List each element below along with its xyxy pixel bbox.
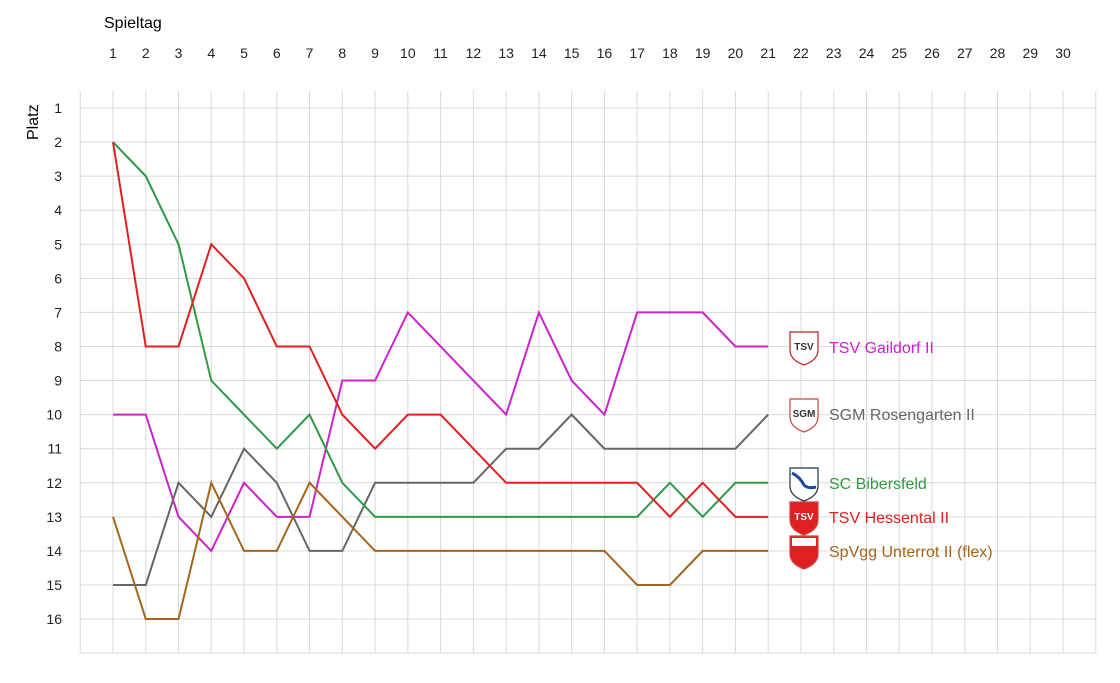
series-label-text: TSV Hessental II	[829, 510, 949, 527]
x-tick-label: 4	[207, 45, 215, 61]
x-tick-labels: 1 2 3 4 5 6 7 8 9 10 11 12 13 14 15 16 17 18 19 20 21 22 23 24 2…	[109, 45, 1071, 61]
series-label-text: SpVgg Unterrot II (flex)	[829, 544, 993, 561]
svg-text:TSV: TSV	[794, 512, 814, 523]
x-tick-label: 30	[1055, 45, 1071, 61]
y-tick-label: 9	[54, 373, 62, 389]
x-tick-label: 7	[306, 45, 314, 61]
y-tick-label: 4	[54, 202, 62, 218]
x-tick-label: 15	[564, 45, 580, 61]
x-tick-label: 25	[891, 45, 907, 61]
series-label: SpVgg Unterrot II (flex)	[789, 535, 993, 570]
y-tick-label: 13	[46, 509, 62, 525]
x-tick-label: 14	[531, 45, 547, 61]
series-line	[113, 309, 769, 553]
x-tick-label: 27	[957, 45, 973, 61]
series-label: SGM SGM Rosengarten II	[789, 398, 975, 433]
y-tick-label: 8	[54, 338, 62, 354]
x-tick-label: 20	[728, 45, 744, 61]
x-tick-label: 21	[760, 45, 776, 61]
x-tick-label: 13	[498, 45, 514, 61]
club-crest-icon	[789, 467, 819, 502]
x-tick-label: 1	[109, 45, 117, 61]
club-crest-icon	[789, 535, 819, 570]
x-tick-label: 12	[466, 45, 482, 61]
series-label-text: SGM Rosengarten II	[829, 407, 975, 424]
grid	[79, 90, 1097, 654]
x-tick-label: 10	[400, 45, 416, 61]
y-tick-label: 14	[46, 543, 62, 559]
y-tick-label: 7	[54, 304, 62, 320]
x-tick-label: 28	[990, 45, 1006, 61]
series-label-text: TSV Gaildorf II	[829, 340, 934, 357]
y-tick-label: 11	[47, 441, 62, 457]
x-axis-title: Spieltag	[104, 15, 162, 32]
x-tick-label: 19	[695, 45, 711, 61]
x-tick-label: 22	[793, 45, 809, 61]
series-label: TSV TSV Hessental II	[789, 501, 949, 536]
series-label: TSV TSV Gaildorf II	[789, 331, 934, 366]
x-tick-label: 3	[175, 45, 183, 61]
y-tick-label: 10	[46, 407, 62, 423]
club-crest-icon: TSV	[789, 331, 819, 366]
x-tick-label: 26	[924, 45, 940, 61]
x-tick-label: 23	[826, 45, 842, 61]
series-line	[113, 413, 769, 586]
y-axis-title: Platz	[25, 104, 42, 140]
y-tick-label: 15	[46, 577, 62, 593]
series-lines	[112, 141, 769, 621]
svg-text:SGM: SGM	[793, 409, 816, 420]
y-tick-label: 16	[46, 611, 62, 627]
x-tick-label: 11	[433, 45, 448, 61]
x-tick-label: 29	[1022, 45, 1038, 61]
series-line	[112, 141, 769, 519]
x-tick-label: 17	[629, 45, 645, 61]
club-crest-icon: TSV	[789, 501, 819, 536]
series-line	[112, 479, 769, 621]
y-tick-label: 5	[54, 236, 62, 252]
x-tick-label: 6	[273, 45, 281, 61]
series-label-text: SC Bibersfeld	[829, 476, 927, 493]
x-tick-label: 24	[859, 45, 875, 61]
svg-text:TSV: TSV	[794, 342, 814, 353]
y-tick-label: 6	[54, 270, 62, 286]
x-tick-label: 9	[371, 45, 379, 61]
x-tick-label: 8	[338, 45, 346, 61]
y-tick-label: 2	[54, 134, 62, 150]
x-tick-label: 16	[597, 45, 613, 61]
series-label: SC Bibersfeld	[789, 467, 927, 502]
y-tick-label: 12	[46, 475, 62, 491]
x-tick-label: 5	[240, 45, 248, 61]
club-crest-icon: SGM	[789, 398, 819, 433]
x-tick-label: 2	[142, 45, 150, 61]
y-tick-label: 1	[54, 100, 62, 116]
x-tick-label: 18	[662, 45, 678, 61]
y-tick-label: 3	[54, 168, 62, 184]
series-line	[112, 141, 769, 519]
